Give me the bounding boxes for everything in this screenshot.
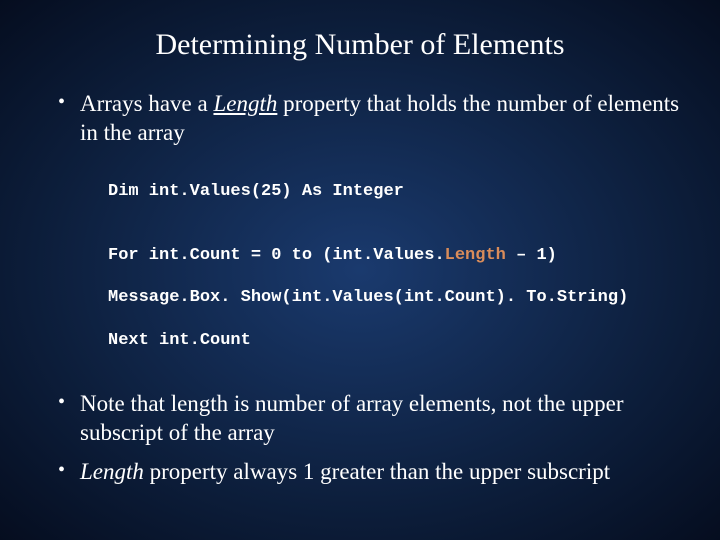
bullet-3-post: property always 1 greater than the upper… [144,459,610,484]
code-line-3: Message.Box. Show(int.Values(int.Count).… [108,287,690,308]
bullet-item-3: Length property always 1 greater than th… [58,458,690,487]
bullet-item-1: Arrays have a Length property that holds… [58,90,690,148]
bullet-list-2: Note that length is number of array elem… [30,390,690,486]
code-line-2b: – 1) [506,246,557,265]
bullet-1-length: Length [213,91,277,116]
bullet-item-2: Note that length is number of array elem… [58,390,690,448]
code-line-2: For int.Count = 0 to (int.Values.Length … [108,245,690,266]
slide-title: Determining Number of Elements [60,28,660,62]
bullet-3-length: Length [80,459,144,484]
bullet-1-pre: Arrays have a [80,91,213,116]
bullet-2-text: Note that length is number of array elem… [80,391,624,445]
bullet-list: Arrays have a Length property that holds… [30,90,690,148]
code-block: Dim int.Values(25) As Integer For int.Co… [108,160,690,373]
code-line-4: Next int.Count [108,330,690,351]
code-line-1: Dim int.Values(25) As Integer [108,181,690,202]
code-line-2a: For int.Count = 0 to (int.Values. [108,246,445,265]
code-line-2-highlight: Length [445,246,506,265]
